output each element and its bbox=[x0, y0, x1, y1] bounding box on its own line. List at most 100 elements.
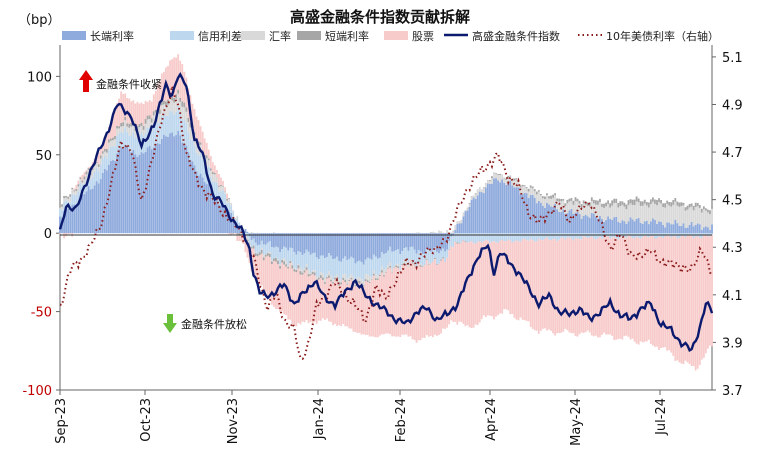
bar-segment bbox=[656, 223, 658, 234]
bar-segment bbox=[326, 233, 328, 257]
bar-segment bbox=[476, 189, 479, 196]
bar-segment bbox=[230, 203, 233, 206]
x-tick-label: May-24 bbox=[569, 398, 584, 446]
bar-segment bbox=[354, 263, 357, 283]
bar-segment bbox=[130, 126, 133, 136]
bar-segment bbox=[433, 247, 436, 258]
bar-segment bbox=[69, 210, 72, 234]
bar-segment bbox=[313, 275, 316, 322]
bar-segment bbox=[544, 199, 546, 208]
bar-segment bbox=[285, 261, 288, 265]
bar-segment bbox=[662, 237, 665, 348]
bar-segment bbox=[309, 272, 312, 275]
bar-segment bbox=[348, 233, 351, 259]
bar-segment bbox=[293, 267, 296, 270]
bar-segment bbox=[334, 258, 336, 277]
bar-segment bbox=[279, 233, 281, 252]
bar-segment bbox=[195, 171, 198, 234]
bar-segment bbox=[656, 233, 658, 239]
bar-segment bbox=[709, 236, 711, 346]
bar-segment bbox=[629, 217, 632, 234]
bar-segment bbox=[328, 233, 330, 254]
bar-segment bbox=[417, 250, 420, 262]
bar-segment bbox=[582, 200, 585, 204]
bar-segment bbox=[566, 213, 569, 234]
bar-segment bbox=[415, 253, 418, 268]
bar-segment bbox=[114, 111, 116, 136]
y-left-axis: （bp） 100 50 0 -50 -100 bbox=[18, 13, 61, 399]
bar-segment bbox=[448, 233, 451, 242]
bar-segment bbox=[405, 233, 408, 248]
legend-label: 高盛金融条件指数 bbox=[472, 29, 560, 43]
bar-segment bbox=[666, 222, 669, 234]
bar-segment bbox=[266, 255, 269, 297]
annotation-tighten: 金融条件收紧 bbox=[79, 70, 162, 92]
bar-segment bbox=[356, 261, 359, 278]
bar-segment bbox=[625, 209, 628, 224]
bar-segment bbox=[541, 205, 544, 234]
bar-segment bbox=[279, 251, 281, 265]
bar-segment bbox=[613, 203, 616, 218]
bar-segment bbox=[623, 237, 626, 337]
bar-segment bbox=[707, 212, 709, 228]
bar-segment bbox=[658, 198, 660, 203]
bar-segment bbox=[101, 172, 104, 234]
bar-segment bbox=[116, 103, 118, 126]
bar-segment bbox=[73, 191, 76, 195]
bar-segment bbox=[167, 104, 169, 117]
bar-segment bbox=[87, 168, 90, 170]
bar-segment bbox=[270, 233, 273, 248]
bar-segment bbox=[65, 197, 68, 201]
bar-segment bbox=[183, 107, 186, 120]
bar-segment bbox=[321, 273, 324, 278]
bar-segment bbox=[568, 237, 571, 333]
bar-segment bbox=[311, 233, 314, 254]
bar-segment bbox=[301, 254, 304, 271]
bar-segment bbox=[173, 102, 176, 115]
bar-segment bbox=[507, 183, 510, 234]
bar-segment bbox=[199, 153, 202, 174]
bar-segment bbox=[623, 202, 626, 207]
bar-segment bbox=[480, 192, 483, 234]
bar-segment bbox=[201, 177, 204, 234]
bar-segment bbox=[558, 239, 561, 333]
bar-segment bbox=[344, 279, 347, 283]
bar-segment bbox=[509, 233, 512, 241]
legend-swatch bbox=[297, 31, 321, 40]
bar-segment bbox=[466, 242, 469, 326]
bar-segment bbox=[319, 255, 322, 273]
bar-segment bbox=[649, 236, 652, 345]
bar-segment bbox=[59, 208, 61, 217]
bar-segment bbox=[354, 286, 357, 332]
bar-segment bbox=[442, 233, 444, 249]
bar-segment bbox=[205, 155, 208, 159]
bar-segment bbox=[158, 109, 161, 114]
bar-segment bbox=[582, 203, 585, 216]
bar-segment bbox=[69, 196, 72, 203]
bar-segment bbox=[279, 264, 281, 267]
bar-segment bbox=[95, 161, 98, 164]
bar-segment bbox=[523, 186, 526, 193]
bar-segment bbox=[425, 233, 428, 249]
bar-segment bbox=[209, 170, 212, 177]
bar-segment bbox=[452, 231, 455, 234]
bar-segment bbox=[709, 210, 711, 215]
bar-segment bbox=[158, 123, 161, 144]
bar-segment bbox=[342, 233, 345, 259]
bar-segment bbox=[360, 279, 363, 286]
bar-segment bbox=[676, 205, 679, 224]
bar-segment bbox=[79, 176, 82, 178]
bar-segment bbox=[700, 229, 703, 234]
bar-segment bbox=[189, 139, 192, 160]
bar-segment bbox=[399, 272, 402, 337]
bar-segment bbox=[285, 233, 288, 248]
bar-segment bbox=[694, 236, 697, 371]
bar-segment bbox=[158, 81, 161, 110]
bar-segment bbox=[672, 236, 675, 356]
bar-segment bbox=[163, 134, 165, 234]
bar-segment bbox=[499, 182, 502, 234]
bar-segment bbox=[649, 204, 652, 222]
bar-segment bbox=[124, 127, 127, 145]
bar-segment bbox=[387, 265, 389, 268]
bar-segment bbox=[116, 136, 118, 154]
